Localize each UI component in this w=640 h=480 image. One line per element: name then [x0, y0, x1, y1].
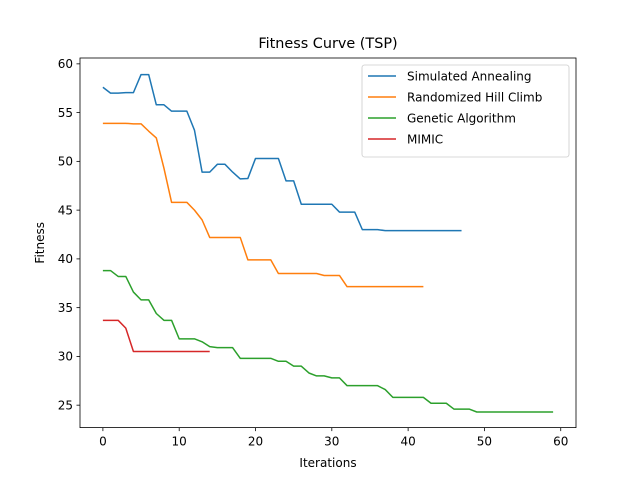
y-tick-label: 50: [58, 155, 73, 169]
legend: Simulated Annealing Randomized Hill Climb…: [361, 64, 570, 158]
y-tick-label: 45: [58, 203, 73, 217]
legend-label-3: MIMIC: [407, 132, 443, 146]
y-tick-label: 40: [58, 252, 73, 266]
x-tick-label: 60: [553, 435, 568, 449]
x-tick-label: 50: [477, 435, 492, 449]
x-tick-label: 20: [248, 435, 263, 449]
series-line-1: [102, 122, 424, 288]
x-axis: 0 10 20 30 40 50 60: [99, 427, 568, 449]
legend-label-0: Simulated Annealing: [407, 69, 532, 83]
y-axis: 25 30 35 40 45 50 55 60: [58, 57, 80, 412]
series-line-3: [102, 319, 210, 353]
y-tick-label: 25: [58, 398, 73, 412]
plot-lines: [102, 73, 554, 413]
legend-label-1: Randomized Hill Climb: [407, 90, 542, 104]
series-line-0: [102, 73, 462, 232]
legend-box: [361, 64, 570, 158]
y-tick-label: 35: [58, 301, 73, 315]
chart-title: Fitness Curve (TSP): [258, 36, 397, 52]
y-tick-label: 55: [58, 106, 73, 120]
x-tick-label: 30: [324, 435, 339, 449]
series-line-2: [102, 269, 554, 413]
x-axis-label: Iterations: [299, 456, 356, 470]
plot-frame: [79, 57, 577, 429]
x-tick-label: 10: [172, 435, 187, 449]
y-tick-label: 60: [58, 57, 73, 71]
x-tick-label: 40: [400, 435, 415, 449]
y-tick-label: 30: [58, 350, 73, 364]
x-tick-label: 0: [99, 435, 107, 449]
legend-label-2: Genetic Algorithm: [407, 111, 516, 125]
y-axis-label: Fitness: [33, 222, 47, 264]
